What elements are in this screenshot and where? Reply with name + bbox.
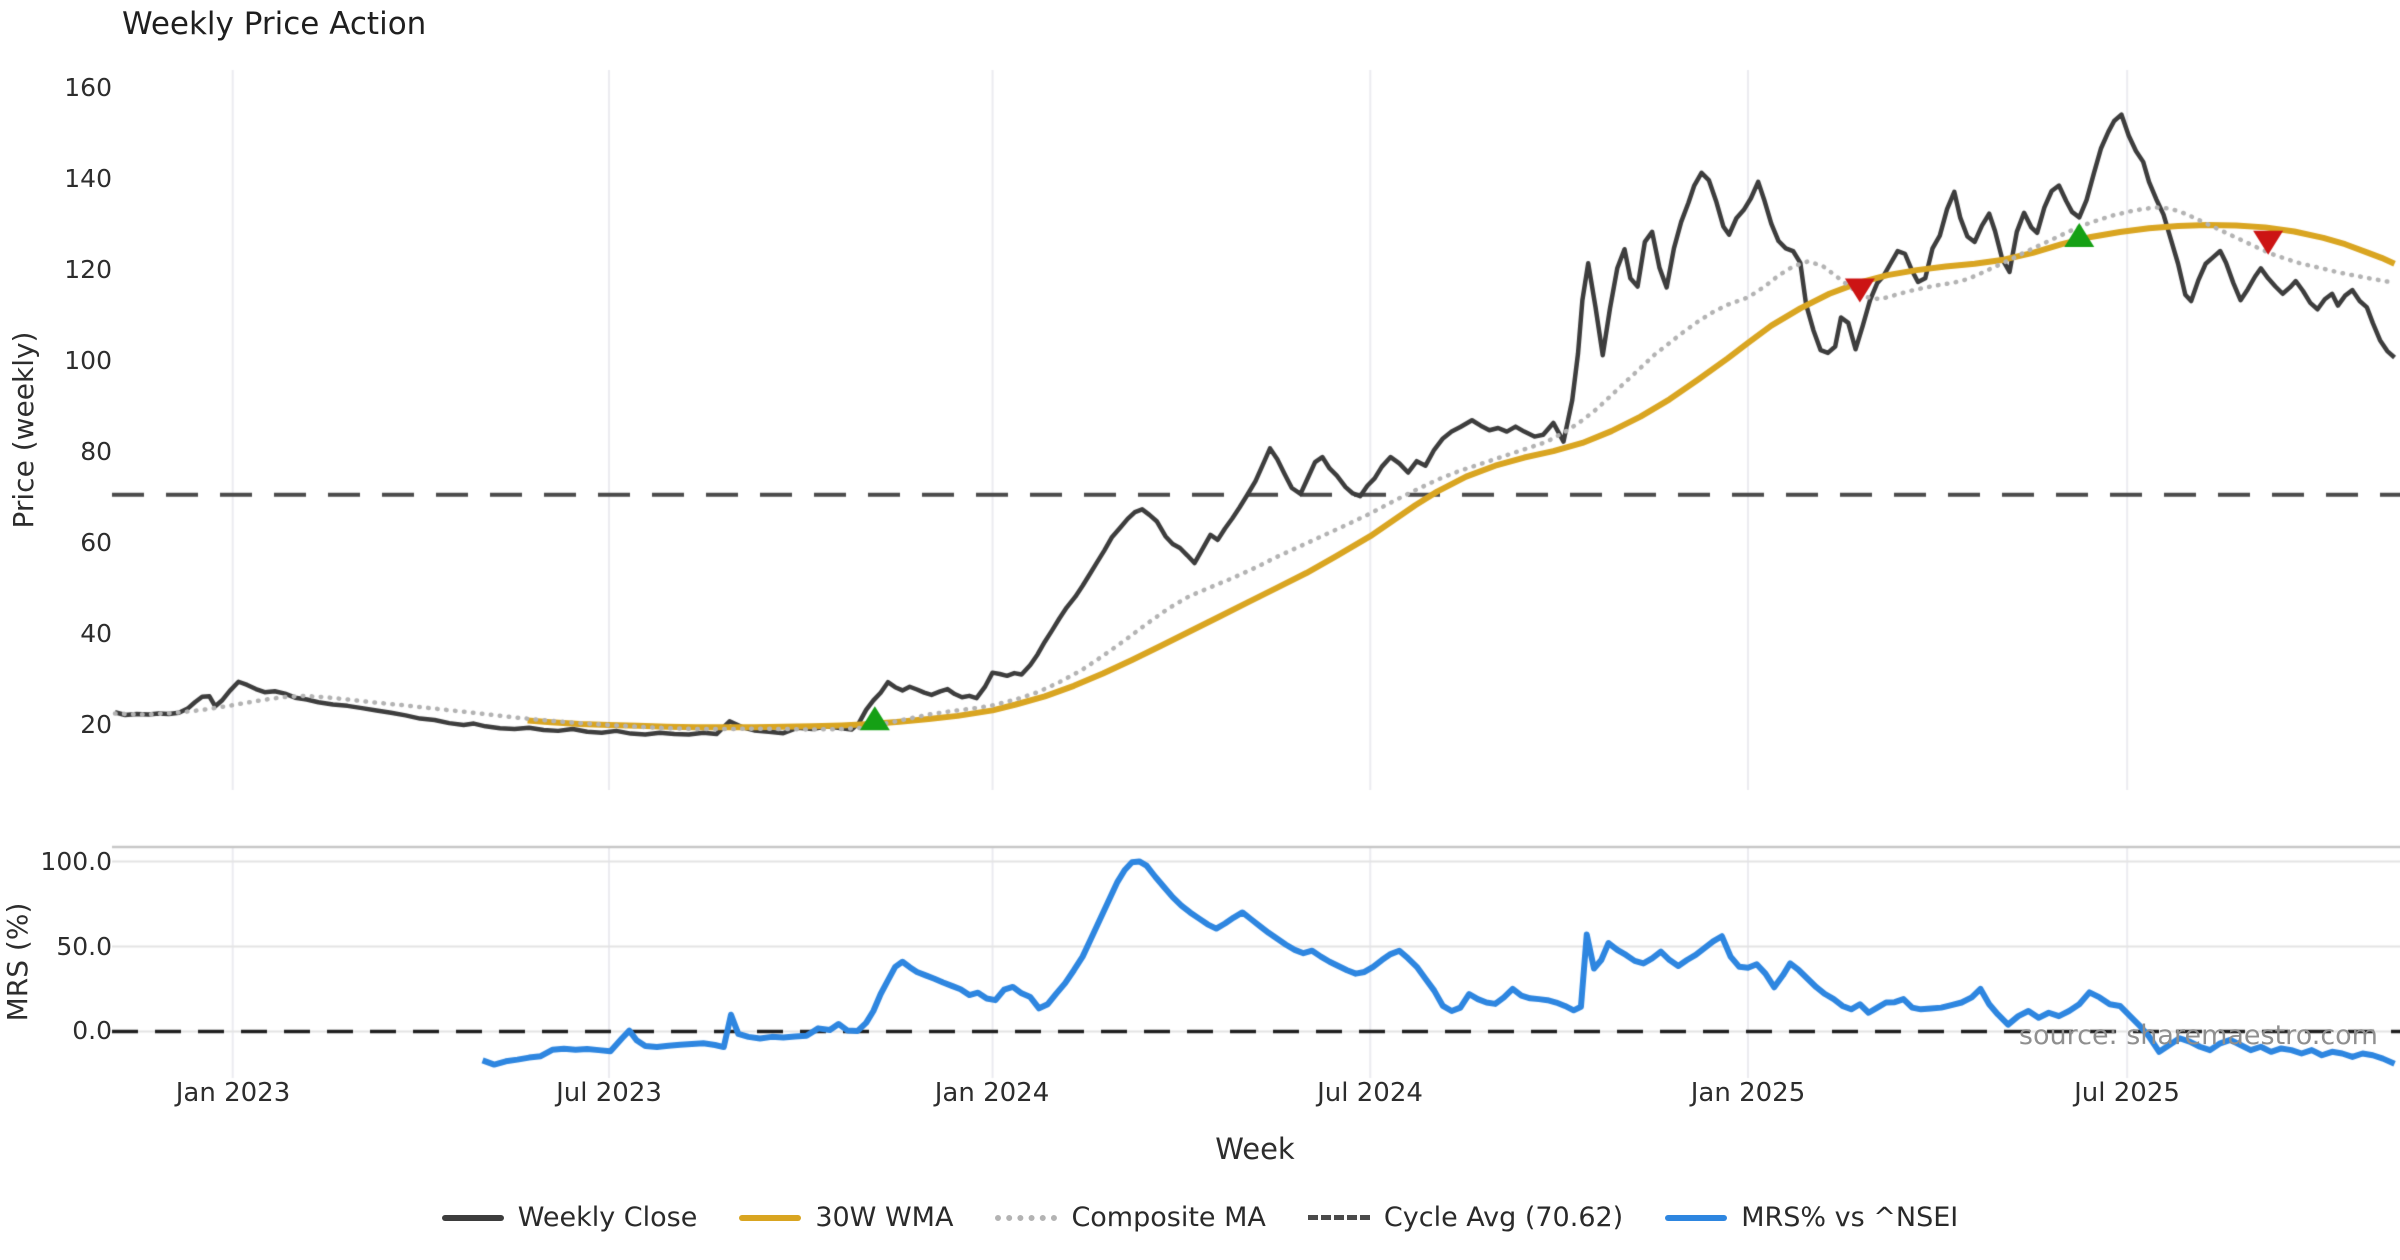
weekly-close-line-swatch-icon (441, 1214, 504, 1221)
legend-item-composite-ma: Composite MA (995, 1202, 1266, 1233)
price-ytick-80: 80 (80, 437, 112, 466)
wma-line-swatch-icon (739, 1214, 802, 1221)
xtick-jul-2024: Jul 2024 (1317, 1078, 1423, 1108)
legend-label: MRS% vs ^NSEI (1741, 1202, 1959, 1233)
chart-title: Weekly Price Action (122, 6, 427, 42)
cycle-avg-dashed-swatch-icon (1307, 1215, 1370, 1220)
xtick-jul-2025: Jul 2025 (2074, 1078, 2180, 1108)
price-ytick-120: 120 (64, 255, 112, 284)
legend-item-weekly-close: Weekly Close (441, 1202, 698, 1233)
price-ytick-160: 160 (64, 73, 112, 102)
mrs-ytick-0: 0.0 (72, 1016, 112, 1045)
price-ytick-140: 140 (64, 164, 112, 193)
price-ytick-40: 40 (80, 619, 112, 648)
legend-item-mrs: MRS% vs ^NSEI (1665, 1202, 1958, 1233)
legend-label: Weekly Close (517, 1202, 698, 1233)
legend-item-30w-wma: 30W WMA (739, 1202, 953, 1233)
xtick-jul-2023: Jul 2023 (556, 1078, 662, 1108)
xtick-jan-2023: Jan 2023 (175, 1078, 291, 1108)
week-axis-label: Week (1215, 1132, 1295, 1166)
xtick-jan-2024: Jan 2024 (934, 1078, 1050, 1108)
price-ytick-20: 20 (80, 710, 112, 739)
xtick-jan-2025: Jan 2025 (1690, 1078, 1806, 1108)
composite-ma-dotted-swatch-icon (995, 1214, 1058, 1221)
legend-item-cycle-avg: Cycle Avg (70.62) (1307, 1202, 1624, 1233)
legend-label: 30W WMA (815, 1202, 954, 1233)
mrs-axis-label: MRS (%) (1, 902, 34, 1022)
mrs-line-swatch-icon (1665, 1214, 1728, 1221)
price-ytick-60: 60 (80, 528, 112, 557)
price-axis-label: Price (weekly) (7, 331, 40, 529)
legend: Weekly Close 30W WMA Composite MA Cycle … (0, 1202, 2400, 1233)
price-ytick-100: 100 (64, 346, 112, 375)
legend-label: Composite MA (1071, 1202, 1266, 1233)
source-watermark: source: sharemaestro.com (2018, 1020, 2378, 1051)
mrs-ytick-100: 100.0 (40, 847, 112, 876)
mrs-ytick-50: 50.0 (56, 932, 112, 961)
legend-label: Cycle Avg (70.62) (1383, 1202, 1624, 1233)
